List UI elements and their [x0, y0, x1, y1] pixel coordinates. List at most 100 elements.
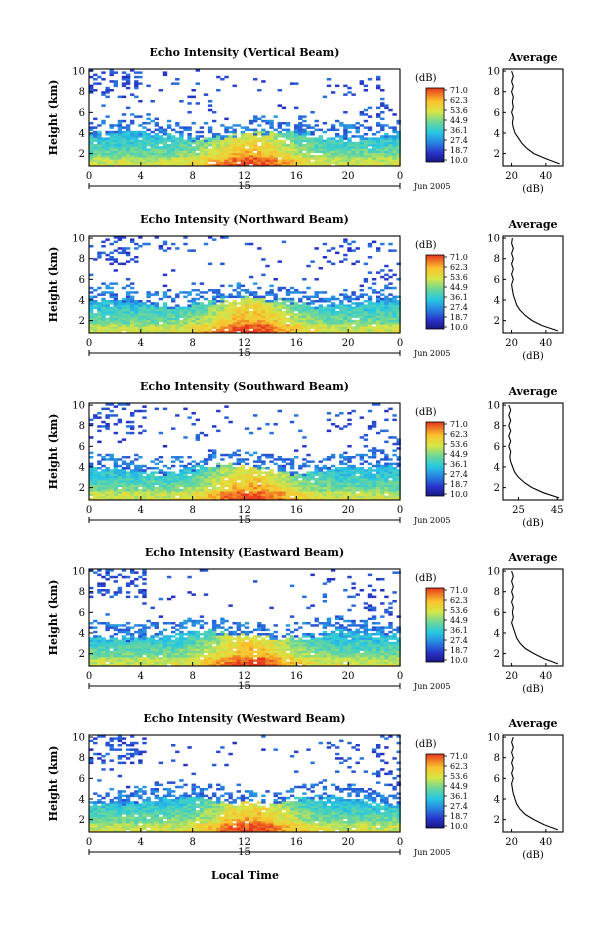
side-frame — [502, 235, 564, 334]
side-x-tick-label: 20 — [505, 837, 518, 848]
y-tick-label: 6 — [79, 442, 85, 453]
side-y-tick-label: 6 — [494, 608, 500, 619]
y-tick-label: 2 — [79, 149, 85, 160]
side-y-tick-label: 2 — [494, 149, 500, 160]
side-x-tick-label: 45 — [551, 505, 564, 516]
colorbar-tick-label: 53.6 — [450, 606, 468, 615]
colorbar-tick-label: 10.0 — [450, 156, 468, 165]
x-tick-label: 0 — [86, 671, 92, 682]
colorbar-tick-label: 71.0 — [450, 752, 468, 761]
panel-4: Echo Intensity (Westward Beam) Height (km… — [47, 712, 564, 861]
colorbar — [425, 254, 445, 330]
colorbar-tick-label: 36.1 — [450, 792, 468, 801]
y-tick-label: 4 — [79, 128, 85, 139]
x-tick-label: 20 — [342, 837, 355, 848]
x-tick-label: 0 — [397, 837, 403, 848]
day-label: 15 — [238, 847, 251, 858]
y-tick-label: 4 — [79, 628, 85, 639]
side-y-tick-label: 6 — [494, 442, 500, 453]
y-tick-label: 8 — [79, 587, 85, 598]
colorbar-tick-label: 53.6 — [450, 106, 468, 115]
y-axis-label: Height (km) — [47, 247, 60, 323]
side-title: Average — [507, 385, 557, 398]
y-tick-label: 6 — [79, 108, 85, 119]
colorbar-tick-label: 36.1 — [450, 460, 468, 469]
side-y-tick-label: 8 — [494, 254, 500, 265]
date-label: Jun 2005 — [413, 349, 450, 358]
colorbar-tick-label: 10.0 — [450, 490, 468, 499]
y-tick-label: 10 — [72, 401, 85, 412]
heatmap-cells — [89, 735, 401, 833]
x-tick-label: 8 — [189, 338, 195, 349]
y-tick-label: 10 — [72, 234, 85, 245]
colorbar-tick-label: 44.9 — [450, 450, 468, 459]
side-y-tick-label: 6 — [494, 774, 500, 785]
x-tick-label: 0 — [86, 837, 92, 848]
y-tick-label: 8 — [79, 753, 85, 764]
day-label: 15 — [238, 181, 251, 192]
side-y-tick-label: 2 — [494, 316, 500, 327]
side-y-tick-label: 4 — [494, 628, 500, 639]
side-y-tick-label: 10 — [487, 567, 500, 578]
day-label: 15 — [238, 348, 251, 359]
date-label: Jun 2005 — [413, 516, 450, 525]
colorbar-tick-label: 71.0 — [450, 253, 468, 262]
colorbar-tick-label: 18.7 — [450, 146, 468, 155]
side-y-tick-label: 6 — [494, 275, 500, 286]
colorbar-tick-label: 44.9 — [450, 116, 468, 125]
side-profile-line — [511, 736, 559, 831]
heatmap-cells — [89, 69, 401, 167]
x-tick-label: 20 — [342, 505, 355, 516]
colorbar-tick-label: 10.0 — [450, 323, 468, 332]
colorbar — [425, 587, 445, 663]
side-y-tick-label: 10 — [487, 67, 500, 78]
colorbar-tick-label: 71.0 — [450, 420, 468, 429]
side-title: Average — [507, 551, 557, 564]
x-tick-label: 0 — [397, 171, 403, 182]
side-frame — [502, 568, 564, 667]
x-tick-label: 0 — [86, 171, 92, 182]
side-profile-line — [511, 70, 560, 165]
side-y-tick-label: 10 — [487, 234, 500, 245]
side-y-tick-label: 2 — [494, 649, 500, 660]
x-tick-label: 4 — [138, 338, 144, 349]
x-tick-label: 12 — [238, 671, 251, 682]
side-x-tick-label: 25 — [512, 505, 525, 516]
colorbar-tick-label: 44.9 — [450, 782, 468, 791]
side-y-tick-label: 10 — [487, 733, 500, 744]
x-tick-label: 20 — [342, 671, 355, 682]
x-tick-label: 0 — [86, 338, 92, 349]
day-label: 15 — [238, 681, 251, 692]
side-y-tick-label: 2 — [494, 815, 500, 826]
colorbar-tick-label: 10.0 — [450, 656, 468, 665]
y-tick-label: 6 — [79, 608, 85, 619]
x-tick-label: 0 — [397, 505, 403, 516]
colorbar-tick-label: 27.4 — [450, 802, 468, 811]
side-xlabel: (dB) — [522, 351, 544, 362]
panel-title: Echo Intensity (Southward Beam) — [140, 380, 349, 393]
y-axis-label: Height (km) — [47, 580, 60, 656]
heatmap-cells — [89, 236, 401, 334]
date-label: Jun 2005 — [413, 182, 450, 191]
side-x-tick-label: 40 — [539, 338, 552, 349]
x-tick-label: 20 — [342, 338, 355, 349]
x-tick-label: 4 — [138, 837, 144, 848]
colorbar-tick-label: 18.7 — [450, 812, 468, 821]
colorbar-tick-label: 62.3 — [450, 263, 468, 272]
colorbar-unit: (dB) — [415, 407, 437, 418]
side-xlabel: (dB) — [522, 184, 544, 195]
heatmap-cells — [89, 403, 401, 501]
colorbar-tick-label: 36.1 — [450, 626, 468, 635]
colorbar — [425, 753, 445, 829]
y-tick-label: 6 — [79, 275, 85, 286]
side-y-tick-label: 8 — [494, 87, 500, 98]
panel-title: Echo Intensity (Eastward Beam) — [145, 546, 344, 559]
side-title: Average — [507, 717, 557, 730]
colorbar-tick-label: 27.4 — [450, 136, 468, 145]
side-frame — [502, 68, 564, 167]
colorbar-tick-label: 27.4 — [450, 470, 468, 479]
side-xlabel: (dB) — [522, 850, 544, 861]
y-tick-label: 2 — [79, 483, 85, 494]
panel-0: Echo Intensity (Vertical Beam) Height (km… — [47, 46, 564, 195]
x-tick-label: 0 — [86, 505, 92, 516]
